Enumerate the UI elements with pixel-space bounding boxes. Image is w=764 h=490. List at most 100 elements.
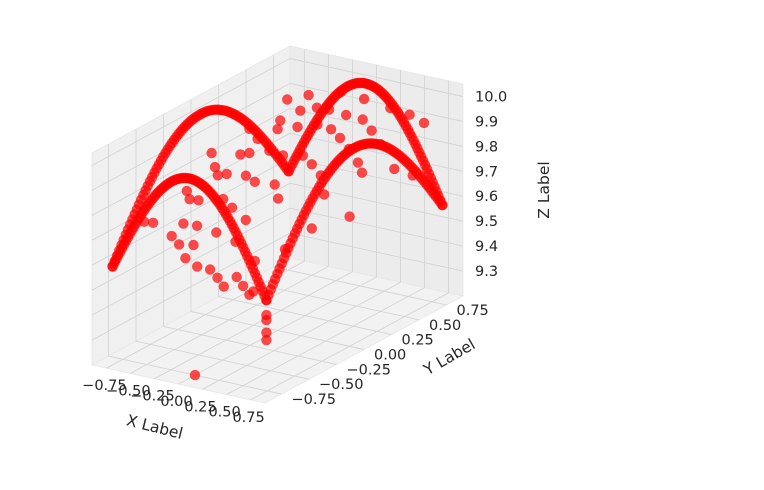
data-point	[107, 261, 118, 272]
data-point	[404, 109, 415, 120]
data-point	[315, 170, 326, 181]
data-point	[356, 167, 368, 178]
grid-line-y-floor	[190, 311, 365, 350]
z-tick-label: 9.7	[475, 164, 498, 180]
data-point	[240, 214, 251, 226]
data-point	[212, 272, 223, 283]
data-point	[340, 109, 352, 121]
z-tick-label: 9.6	[475, 189, 498, 205]
data-point	[261, 309, 272, 321]
x-tick-label: 0.25	[184, 399, 216, 415]
x-axis-label: X Label	[125, 411, 185, 442]
data-point	[306, 159, 317, 170]
grid-line-y-floor	[135, 340, 310, 380]
grid-line-y-floor	[273, 266, 447, 306]
data-point	[212, 170, 223, 181]
data-point	[218, 281, 229, 292]
data-point	[261, 327, 272, 338]
data-point	[188, 239, 199, 251]
data-point	[418, 117, 430, 129]
data-point	[147, 217, 159, 228]
grid-line-z-back	[289, 207, 464, 247]
grid-line-z-back	[289, 232, 464, 272]
data-point	[231, 271, 242, 283]
data-point	[244, 123, 255, 134]
data-point	[181, 185, 192, 197]
y-tick-label: −0.50	[319, 377, 363, 393]
x-tick-label: −0.50	[106, 383, 150, 399]
grid-line-z-left	[91, 58, 291, 166]
data-point	[279, 244, 291, 255]
data-point	[218, 193, 229, 205]
data-point	[358, 93, 370, 105]
data-point	[180, 253, 191, 264]
z-axis-label: Z Label	[535, 161, 553, 218]
x-tick-label: 0.00	[160, 394, 192, 410]
data-point	[297, 150, 309, 161]
data-point	[139, 216, 150, 227]
z-tick-label: 9.5	[475, 214, 498, 230]
data-point	[193, 195, 204, 206]
data-point	[389, 163, 400, 175]
data-point	[189, 369, 201, 381]
data-point	[292, 121, 303, 133]
y-tick-label: −0.75	[292, 392, 336, 408]
data-point	[226, 202, 238, 213]
grid-line-z-left	[91, 132, 291, 241]
data-point	[366, 125, 377, 136]
grid-line-z-back	[289, 132, 464, 172]
data-point	[249, 176, 260, 187]
data-point	[248, 286, 259, 297]
z-tick-label: 9.4	[475, 239, 498, 255]
grid-line-z-left	[91, 182, 291, 291]
grid-line-z-back	[289, 82, 464, 122]
data-point	[303, 89, 314, 101]
data-point	[261, 334, 272, 346]
data-point	[240, 170, 252, 181]
data-point	[325, 124, 337, 135]
data-point	[272, 193, 284, 204]
data-point	[323, 104, 335, 115]
y-tick-label: −0.25	[347, 362, 391, 378]
data-point	[352, 157, 364, 168]
data-point	[319, 189, 330, 200]
data-point	[206, 147, 217, 159]
x-tick-label: −0.25	[130, 389, 174, 405]
data-point	[221, 168, 232, 180]
data-point	[344, 211, 355, 222]
data-point	[230, 236, 241, 247]
data-point	[209, 161, 221, 173]
tick-labels: −0.75−0.50−0.250.000.250.500.75−0.75−0.5…	[82, 90, 507, 426]
data-point	[407, 170, 418, 181]
data-point	[277, 150, 289, 161]
data-point	[204, 264, 216, 275]
data-point	[306, 223, 317, 234]
data-point	[237, 280, 249, 292]
data-point	[264, 145, 275, 156]
y-tick-label: 0.50	[429, 318, 461, 334]
y-tick-label: 0.25	[402, 333, 434, 349]
data-point	[249, 255, 260, 267]
data-point	[178, 218, 189, 229]
data-point	[335, 86, 346, 98]
data-point	[295, 105, 306, 116]
data-point	[343, 143, 355, 155]
z-tick-label: 9.8	[475, 139, 498, 155]
data-point	[375, 139, 386, 150]
data-point	[184, 194, 195, 205]
grid-line-z-left	[91, 207, 291, 316]
y-tick-label: 0.75	[457, 303, 489, 319]
data-point	[252, 133, 263, 145]
x-tick-label: 0.50	[208, 405, 240, 421]
data-point	[334, 132, 346, 144]
data-point	[385, 102, 396, 114]
y-tick-label: 0.00	[374, 348, 406, 364]
data-points	[107, 77, 448, 381]
grid-line-y-floor	[163, 325, 337, 365]
z-tick-label: 10.0	[475, 90, 507, 106]
x-tick-label: 0.75	[232, 410, 264, 426]
data-point	[275, 115, 286, 126]
data-point	[244, 147, 255, 159]
data-point	[235, 149, 246, 160]
